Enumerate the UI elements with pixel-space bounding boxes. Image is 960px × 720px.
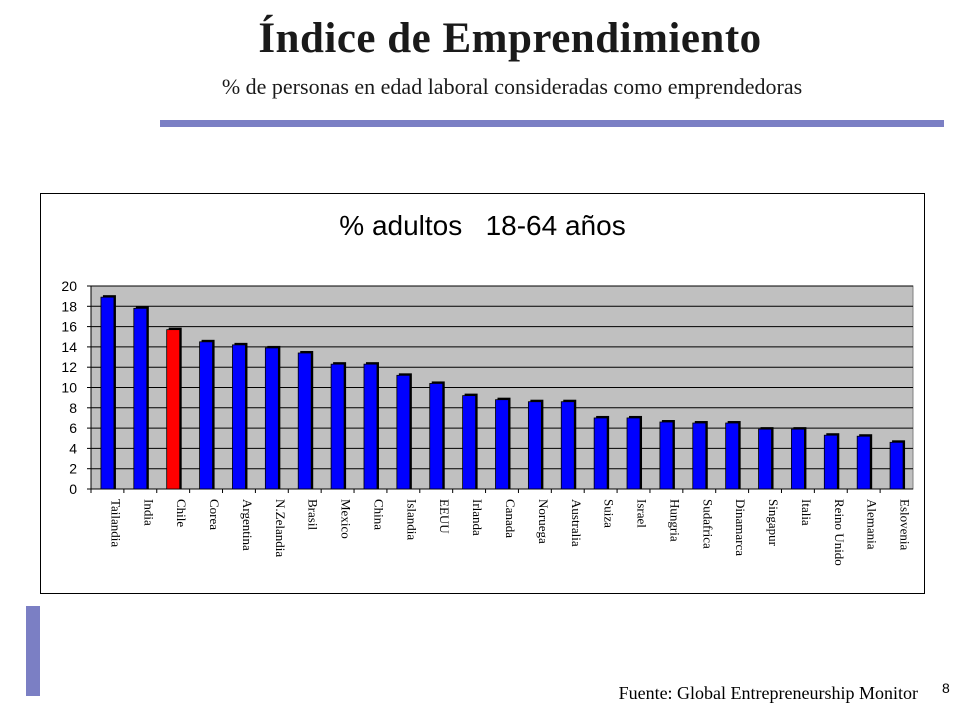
bar-dinamarca — [725, 422, 740, 490]
title-divider — [160, 120, 944, 127]
x-category-label: Suiza — [602, 499, 617, 528]
x-category-label: Canada — [503, 499, 518, 538]
bar-hungria — [659, 421, 674, 490]
y-tick-label: 6 — [69, 420, 77, 436]
bar-china — [363, 363, 378, 490]
bar-n-zelandia — [264, 347, 279, 490]
bar-corea — [199, 341, 213, 490]
x-category-label: Islandia — [404, 499, 419, 540]
x-category-label: Israel — [635, 499, 650, 528]
y-tick-label: 4 — [69, 440, 77, 456]
y-tick-label: 2 — [69, 461, 77, 477]
x-category-label: Brasil — [306, 499, 321, 530]
bar-australia — [560, 401, 575, 490]
bar-singapur — [758, 428, 772, 490]
bar-sudafrica — [692, 422, 707, 490]
chart-title: % adultos 18-64 años — [339, 210, 626, 241]
y-tick-label: 20 — [61, 278, 77, 294]
y-tick-label: 18 — [61, 298, 77, 314]
bar-israel — [626, 417, 641, 490]
x-category-label: Hungria — [667, 499, 682, 542]
x-category-label: Australia — [569, 499, 584, 547]
x-category-label: Corea — [207, 499, 222, 530]
page-number: 8 — [942, 680, 950, 696]
x-category-label: China — [371, 499, 386, 530]
bar-alemania — [856, 435, 871, 490]
x-category-label: Irlanda — [470, 499, 485, 536]
bar-india — [133, 307, 148, 490]
x-category-label: Alemania — [865, 499, 880, 550]
x-category-label: Italia — [799, 499, 814, 526]
x-category-label: Noruega — [536, 499, 551, 544]
source-note: Fuente: Global Entrepreneurship Monitor — [618, 683, 918, 703]
y-tick-label: 16 — [61, 319, 77, 335]
y-tick-label: 10 — [61, 380, 77, 396]
x-category-label: Eslovenia — [898, 499, 913, 550]
bar-reino-unido — [823, 434, 838, 490]
left-accent-bar — [26, 606, 40, 696]
x-category-label: Argentina — [240, 499, 255, 551]
x-category-label: Mexico — [339, 499, 354, 539]
x-category-label: Reino Unido — [832, 499, 847, 566]
x-category-label: Sudafrica — [700, 499, 715, 549]
slide-title: Índice de Emprendimiento — [258, 15, 762, 62]
x-category-label: N.Zelandia — [273, 499, 288, 557]
slide-subtitle: % de personas en edad laboral considerad… — [221, 74, 803, 99]
bar-mexico — [330, 363, 345, 490]
y-tick-label: 12 — [61, 359, 77, 375]
x-category-label: Chile — [174, 499, 189, 527]
bar-chile — [166, 329, 181, 490]
bar-noruega — [527, 401, 542, 490]
bar-eeuu — [429, 383, 444, 490]
bar-argentina — [232, 344, 246, 490]
y-tick-label: 14 — [61, 339, 77, 355]
bar-suiza — [593, 417, 608, 490]
bar-tailandia — [100, 296, 115, 490]
bar-islandia — [396, 374, 411, 490]
bar-irlanda — [462, 395, 477, 490]
x-category-label: Dinamarca — [733, 499, 748, 556]
bar-eslovenia — [889, 441, 904, 490]
x-category-label: Tailandia — [108, 499, 123, 547]
y-tick-label: 0 — [69, 481, 77, 497]
x-category-label: EEUU — [437, 499, 452, 534]
x-category-label: India — [141, 499, 156, 526]
x-category-label: Singapur — [766, 499, 781, 547]
bar-canada — [495, 399, 509, 490]
y-tick-label: 8 — [69, 400, 77, 416]
bar-italia — [791, 428, 805, 490]
bar-brasil — [297, 352, 312, 490]
